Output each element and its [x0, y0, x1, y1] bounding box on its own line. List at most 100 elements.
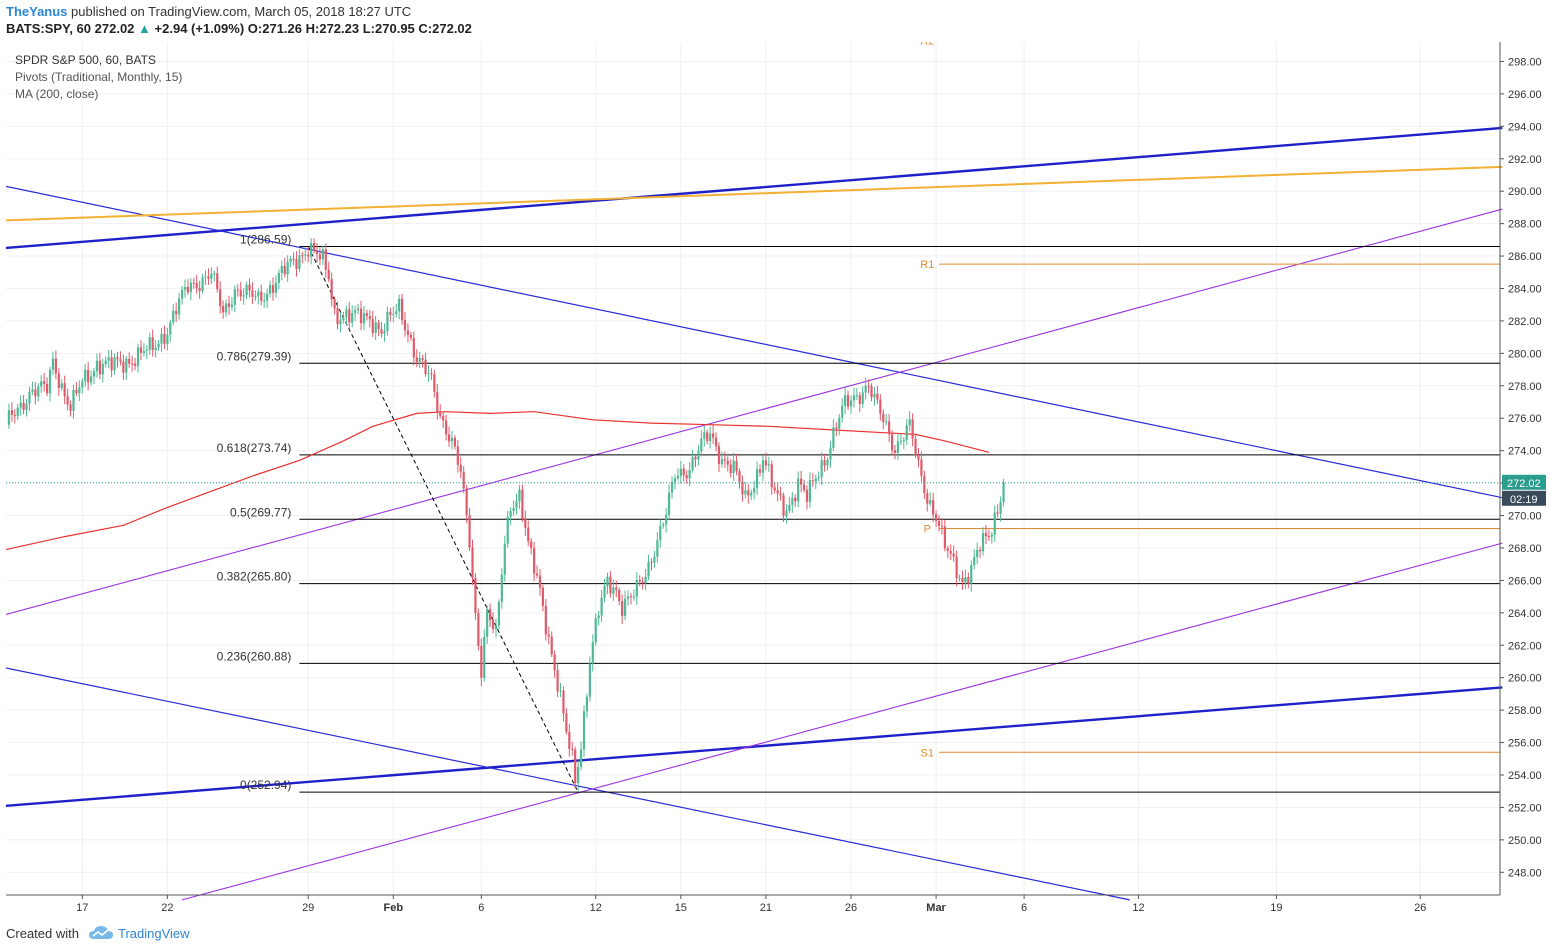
candle [450, 430, 454, 450]
candle [242, 288, 245, 305]
pivot-label: R2 [920, 42, 934, 47]
x-tick-label: 12 [1132, 902, 1144, 914]
candle-body [66, 396, 69, 405]
axes: 248.00250.00252.00254.00256.00258.00260.… [6, 42, 1546, 914]
candle [415, 349, 418, 368]
candle-body [785, 510, 788, 516]
candle-body [896, 441, 900, 453]
candle-body [703, 432, 706, 439]
candle-body [629, 596, 633, 598]
candle [653, 550, 656, 568]
price-chart[interactable]: 1(286.59) 0.786(279.39) 0.618(273.74) 0.5(2… [5, 35, 1554, 916]
candle-body [486, 609, 489, 637]
candle-body [128, 358, 131, 364]
candle-body [436, 391, 439, 412]
fib-level-label: 1(286.59) [240, 232, 291, 246]
candle-body [186, 286, 190, 293]
candle-body [356, 308, 360, 311]
candle [676, 468, 679, 481]
candle [594, 613, 597, 646]
candle-body [855, 395, 858, 397]
author-link[interactable]: TheYanus [6, 4, 68, 19]
candle [424, 352, 427, 377]
candle-body [433, 374, 436, 392]
candle [744, 482, 747, 499]
candle [670, 476, 674, 499]
candle [409, 331, 412, 341]
candle [814, 474, 817, 490]
candle-body [670, 481, 674, 493]
candle [122, 354, 125, 380]
candle-body [110, 357, 113, 371]
candle [823, 453, 826, 472]
candle [541, 584, 545, 612]
candle-body [398, 298, 401, 312]
candle [178, 293, 181, 320]
candle [330, 272, 333, 307]
candle [283, 257, 286, 278]
candle-body [424, 359, 427, 375]
trendline-purple [5, 208, 1503, 615]
symbol-label[interactable]: BATS:SPY, 60 [6, 21, 92, 36]
candle-body [615, 587, 618, 591]
candle-body [814, 478, 817, 482]
candle-body [89, 376, 93, 383]
candle-body [315, 250, 319, 255]
candle-body [442, 415, 445, 421]
candle [48, 366, 52, 402]
candle-body [879, 399, 882, 414]
candle-body [400, 298, 404, 321]
candle [711, 425, 715, 445]
candle-body [621, 601, 624, 616]
x-tick-label: 22 [161, 902, 173, 914]
legend-pivots[interactable]: Pivots (Traditional, Monthly, 15) [15, 70, 182, 84]
candle-body [453, 437, 457, 447]
candle [148, 332, 151, 355]
candle [756, 461, 759, 496]
candle-body [905, 425, 908, 440]
candle [224, 299, 228, 318]
candle-body [54, 358, 57, 374]
chart-area[interactable]: 1(286.59) 0.786(279.39) 0.618(273.74) 0.5(2… [5, 35, 1554, 916]
candle [459, 456, 462, 479]
candle [222, 300, 225, 319]
candle-body [286, 262, 289, 275]
up-arrow-icon: ▲ [138, 21, 151, 36]
y-tick-label: 290.00 [1508, 186, 1542, 198]
candle [427, 365, 430, 382]
candle [236, 284, 239, 297]
candle-body [230, 304, 234, 307]
candle-body [802, 484, 806, 491]
candle [829, 440, 832, 468]
fib-level-label: 0.618(273.74) [217, 441, 292, 455]
candle-body [333, 299, 336, 309]
candle-body [377, 322, 380, 329]
footer: Created with TradingView [0, 918, 1554, 951]
candle-body [383, 331, 386, 334]
tradingview-link[interactable]: TradingView [118, 926, 190, 941]
candle-body [439, 411, 442, 416]
candle-body [562, 690, 565, 714]
candle [544, 598, 547, 641]
candle [380, 322, 383, 338]
legend-series[interactable]: SPDR S&P 500, 60, BATS [15, 53, 156, 67]
candle [773, 481, 776, 494]
candle [761, 455, 765, 481]
candle-body [321, 249, 324, 260]
candle-body [753, 487, 756, 493]
candle [629, 592, 633, 605]
candle-body [530, 541, 533, 549]
candle [324, 243, 327, 278]
candle-body [797, 478, 800, 502]
candle-body [547, 634, 550, 637]
candle [955, 550, 958, 587]
legend-ma[interactable]: MA (200, close) [15, 87, 98, 101]
candle [867, 379, 870, 394]
candle-body [967, 577, 970, 584]
candle-body [626, 596, 630, 599]
candle [189, 278, 192, 301]
candle [34, 382, 37, 405]
candle [462, 465, 465, 494]
candle-body [782, 495, 785, 516]
candle [453, 435, 457, 450]
